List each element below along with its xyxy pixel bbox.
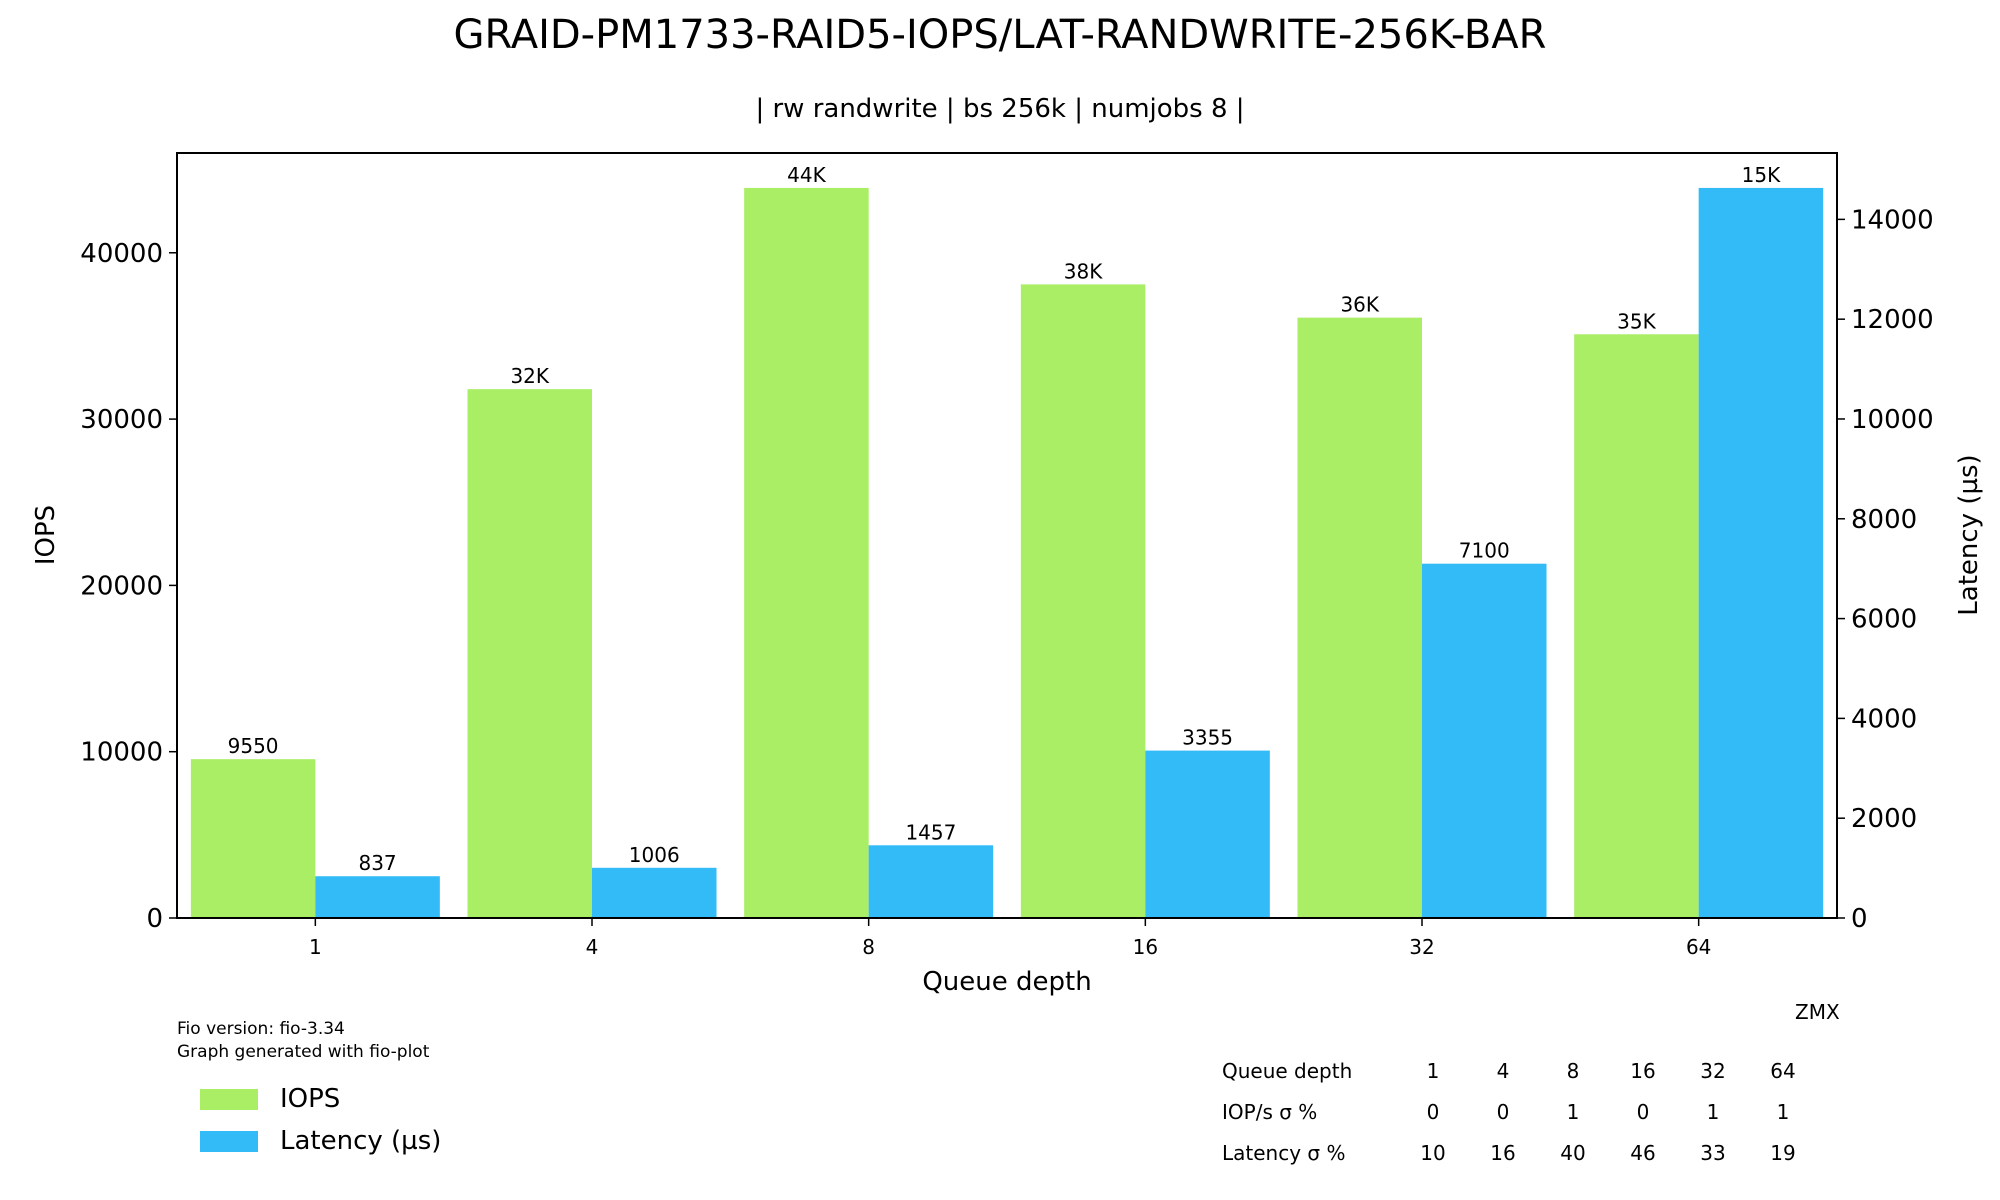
x-axis-label: Queue depth [922, 967, 1091, 997]
chart-subtitle: | rw randwrite | bs 256k | numjobs 8 | [755, 94, 1245, 124]
y2-tick-label-12000: 12000 [1851, 305, 1934, 335]
stats-cell: 4 [1496, 1058, 1510, 1083]
fio-version-note: Fio version: fio-3.34 [177, 1019, 345, 1039]
stats-row-label: IOP/s σ % [1222, 1099, 1318, 1124]
stats-header-row: Queue depth 1 4 8 16 32 64 [1222, 1050, 1818, 1091]
stats-cell: 0 [1636, 1099, 1650, 1124]
legend-label-iops: IOPS [280, 1084, 341, 1114]
stats-cell: 40 [1560, 1140, 1586, 1165]
iops-bar-qd8 [744, 187, 869, 918]
x-tick-label-32: 32 [1409, 935, 1434, 959]
stats-cell: 0 [1426, 1099, 1440, 1124]
y2-tick-label-8000: 8000 [1851, 505, 1917, 535]
latency-value-label-qd32: 7100 [1459, 539, 1510, 563]
stats-cell: 1 [1776, 1099, 1790, 1124]
stats-cell: 1 [1426, 1058, 1440, 1083]
stats-row-0: IOP/s σ % 0 0 1 0 1 1 [1222, 1091, 1818, 1132]
legend-item-latency: Latency (µs) [200, 1120, 441, 1162]
stats-cell: 1 [1566, 1099, 1580, 1124]
iops-value-label-qd64: 35K [1617, 309, 1656, 333]
latency-value-label-qd1: 837 [358, 851, 396, 875]
legend-label-latency: Latency (µs) [280, 1126, 442, 1156]
y2-tick-label-10000: 10000 [1851, 405, 1934, 435]
stats-row-label: Queue depth [1222, 1058, 1353, 1083]
y2-tick-label-14000: 14000 [1851, 205, 1934, 235]
iops-value-label-qd1: 9550 [228, 734, 279, 758]
stats-cell: 8 [1566, 1058, 1580, 1083]
iops-value-label-qd8: 44K [787, 163, 826, 187]
latency-bar-qd16 [1145, 750, 1270, 918]
x-tick-label-4: 4 [586, 935, 599, 959]
legend: IOPS Latency (µs) [200, 1078, 441, 1162]
y-tick-label-40000: 40000 [80, 239, 163, 269]
legend-item-iops: IOPS [200, 1078, 441, 1120]
iops-value-label-qd16: 38K [1064, 259, 1103, 283]
y2-tick-label-0: 0 [1851, 904, 1868, 934]
latency-bar-qd32 [1422, 563, 1547, 918]
y-axis-label: IOPS [31, 505, 61, 565]
bar-chart: 9550 837 32K 1006 44K 1457 38K 3355 36K 7100 35K 15… [31, 152, 1984, 997]
y-tick-label-30000: 30000 [80, 405, 163, 435]
plot-frame [176, 152, 1838, 919]
latency-value-label-qd4: 1006 [629, 843, 680, 867]
iops-bar-qd32 [1297, 317, 1422, 918]
y2-tick-label-2000: 2000 [1851, 804, 1917, 834]
x-tick-label-8: 8 [862, 935, 875, 959]
legend-swatch-latency [200, 1130, 258, 1152]
x-tick-label-1: 1 [309, 935, 322, 959]
iops-bar-qd4 [467, 389, 592, 918]
y2-tick-label-4000: 4000 [1851, 704, 1917, 734]
stats-row-1: Latency σ % 10 16 40 46 33 19 [1222, 1132, 1818, 1173]
latency-value-label-qd16: 3355 [1182, 726, 1233, 750]
stats-cell: 32 [1700, 1058, 1726, 1083]
stats-row-label: Latency σ % [1222, 1140, 1346, 1165]
iops-bar-qd64 [1574, 334, 1699, 918]
x-tick-label-16: 16 [1133, 935, 1158, 959]
chart-title: GRAID-PM1733-RAID5-IOPS/LAT-RANDWRITE-25… [453, 12, 1547, 58]
y2-tick-label-6000: 6000 [1851, 605, 1917, 635]
y-tick-label-0: 0 [146, 904, 163, 934]
stats-table: Queue depth 1 4 8 16 32 64 IOP/s σ % 0 0 1 0 1 1 Laten… [1222, 1050, 1818, 1173]
iops-value-label-qd32: 36K [1340, 293, 1379, 317]
generator-note: Graph generated with fio-plot [177, 1042, 430, 1062]
stats-cell: 64 [1770, 1058, 1796, 1083]
y2-axis-label: Latency (µs) [1954, 454, 1984, 615]
latency-value-label-qd64: 15K [1742, 163, 1781, 187]
stats-cell: 1 [1706, 1099, 1720, 1124]
stats-cell: 16 [1490, 1140, 1516, 1165]
latency-value-label-qd8: 1457 [905, 820, 956, 844]
iops-bar-qd1 [190, 759, 316, 918]
stats-cell: 16 [1630, 1058, 1656, 1083]
stats-cell: 0 [1496, 1099, 1510, 1124]
stats-cell: 10 [1420, 1140, 1446, 1165]
latency-bar-qd8 [868, 845, 994, 918]
watermark-text: ZMX [1795, 1000, 1840, 1024]
stats-cell: 46 [1630, 1140, 1656, 1165]
latency-bar-qd64 [1698, 187, 1824, 918]
stats-cell: 19 [1770, 1140, 1796, 1165]
iops-value-label-qd4: 32K [510, 364, 549, 388]
latency-bar-qd1 [315, 876, 440, 918]
legend-swatch-iops [200, 1088, 258, 1110]
iops-bar-qd16 [1020, 284, 1146, 918]
y-tick-label-20000: 20000 [80, 571, 163, 601]
x-tick-label-64: 64 [1686, 935, 1711, 959]
y-tick-label-10000: 10000 [80, 738, 163, 768]
stats-cell: 33 [1700, 1140, 1726, 1165]
latency-bar-qd4 [592, 867, 717, 918]
